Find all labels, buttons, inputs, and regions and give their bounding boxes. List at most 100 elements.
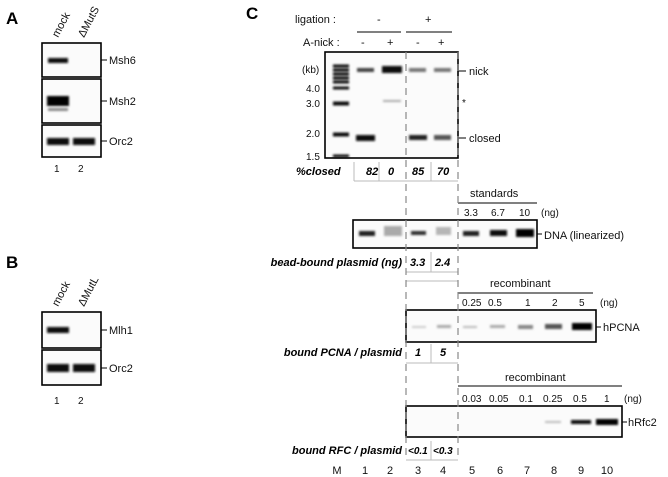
rfc-std: 0.5 [573,394,587,405]
band [48,58,68,63]
rfc-std: 1 [604,394,610,405]
band [359,231,375,236]
standard-value: 10 [519,208,531,219]
lane-number: 2 [78,396,84,407]
lane-number: 6 [497,465,503,477]
panel-c: C ligation : - + A-nick : - + - + (kb) 4… [246,4,657,477]
band [47,364,69,372]
rfc-unit: (ng) [624,394,642,405]
ladder-band [333,68,349,72]
lane-number: 5 [469,465,475,477]
band [409,68,426,72]
pcna-unit: (ng) [600,298,618,309]
band [463,231,479,236]
bead-value: 2.4 [434,257,450,269]
closed-value: 85 [412,166,425,178]
panel-a: A mock ΔMutS Msh6 Msh2 Orc2 1 2 [6,5,136,175]
band [357,68,374,72]
pcna-value: 1 [415,347,421,359]
blot-label-msh2: Msh2 [109,96,136,108]
blot-label-msh6: Msh6 [109,55,136,67]
band [384,226,402,236]
lane-number: 2 [387,465,393,477]
anick-value: - [361,37,365,49]
closed-value: 0 [388,166,395,178]
band [409,135,427,140]
lane-label-mock: mock [50,10,73,39]
band-label-closed: closed [469,133,501,145]
lane-number: 8 [551,465,557,477]
lane-number: 3 [415,465,421,477]
lane-number: 1 [54,164,60,175]
anick-value: + [438,37,444,49]
marker-unit: (kb) [302,65,319,76]
closed-value: 82 [366,166,378,178]
lane-label-dmuts: ΔMutS [76,5,102,40]
pcna-blot-label: hPCNA [603,322,640,334]
ladder-band [333,76,349,80]
anick-label: A-nick : [303,37,340,49]
standards-title: standards [470,188,519,200]
ladder-band [333,72,349,76]
band [73,364,95,372]
band [434,68,451,72]
band [412,326,426,328]
rfc-std: 0.25 [543,394,563,405]
marker-size: 3.0 [306,99,320,110]
lane-number: 4 [440,465,446,477]
band [48,108,68,111]
bead-value: 3.3 [410,257,425,269]
pcna-value: 5 [440,347,447,359]
band-label-nick: nick [469,66,489,78]
band [490,325,505,328]
lane-label-mock: mock [50,279,73,308]
dna-blot-label: DNA (linearized) [544,230,624,242]
panel-b: B mock ΔMutL Mlh1 Orc2 1 2 [6,253,133,407]
lane-number: 9 [578,465,584,477]
lane-number: 7 [524,465,530,477]
ladder-band [333,132,349,137]
band [383,100,401,102]
rfc-value: <0.1 [408,446,428,457]
band [596,419,618,425]
ligation-label: ligation : [295,14,336,26]
marker-size: 1.5 [306,152,320,163]
closed-value: 70 [437,166,450,178]
band [434,135,451,140]
marker-size: 2.0 [306,129,320,140]
bead-row-label: bead-bound plasmid (ng) [271,257,403,269]
standard-value: 3.3 [464,208,478,219]
gel-bands [356,66,451,141]
panel-b-letter: B [6,253,18,272]
band [437,325,451,328]
band [571,420,591,424]
ladder-band [333,80,349,84]
marker-size: 4.0 [306,84,320,95]
ladder-band [333,154,349,158]
pcna-std: 2 [552,298,558,309]
ligation-minus: - [377,14,381,26]
rfc-title: recombinant [505,372,566,384]
ligation-plus: + [425,14,431,26]
lane-number: M [332,465,341,477]
ladder-band [333,101,349,106]
pcna-std: 0.5 [488,298,502,309]
blot-label-orc2: Orc2 [109,136,133,148]
panel-a-letter: A [6,9,18,28]
blot-label-orc2: Orc2 [109,363,133,375]
standard-value: 6.7 [491,208,505,219]
rfc-std: 0.03 [462,394,482,405]
rfc-std: 0.05 [489,394,509,405]
pcna-title: recombinant [490,278,551,290]
blot-label-mlh1: Mlh1 [109,325,133,337]
pcna-std: 1 [525,298,531,309]
band-label-star: * [462,98,466,109]
band [382,66,402,73]
ladder-band [333,64,349,68]
band [436,227,451,235]
anick-value: + [387,37,393,49]
ladder-band [333,86,349,90]
rfc-value: <0.3 [433,446,453,457]
closed-row-label: %closed [296,166,341,178]
band [545,421,561,423]
